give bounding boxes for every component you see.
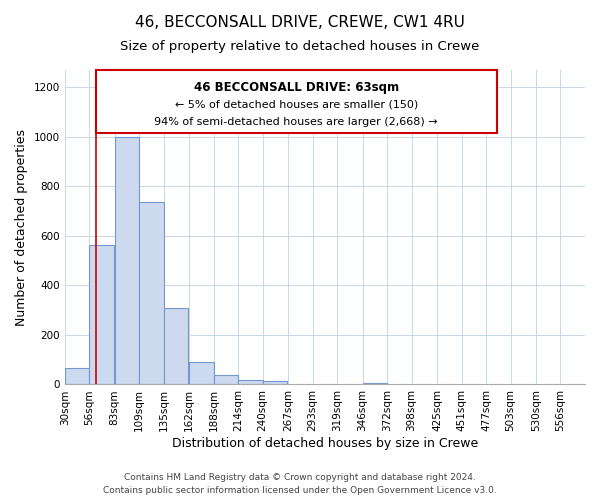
FancyBboxPatch shape <box>96 70 497 133</box>
X-axis label: Distribution of detached houses by size in Crewe: Distribution of detached houses by size … <box>172 437 478 450</box>
Bar <box>362 383 387 384</box>
Text: 94% of semi-detached houses are larger (2,668) →: 94% of semi-detached houses are larger (… <box>154 116 438 126</box>
Text: 46, BECCONSALL DRIVE, CREWE, CW1 4RU: 46, BECCONSALL DRIVE, CREWE, CW1 4RU <box>135 15 465 30</box>
Bar <box>214 374 238 384</box>
Bar <box>263 382 287 384</box>
Bar <box>65 368 89 384</box>
Text: Size of property relative to detached houses in Crewe: Size of property relative to detached ho… <box>121 40 479 53</box>
Bar <box>164 308 188 384</box>
Bar <box>115 137 139 384</box>
Bar <box>89 244 113 384</box>
Bar <box>238 380 263 384</box>
Text: ← 5% of detached houses are smaller (150): ← 5% of detached houses are smaller (150… <box>175 100 418 110</box>
Bar <box>189 362 214 384</box>
Text: 46 BECCONSALL DRIVE: 63sqm: 46 BECCONSALL DRIVE: 63sqm <box>194 81 399 94</box>
Bar <box>139 202 164 384</box>
Text: Contains HM Land Registry data © Crown copyright and database right 2024.
Contai: Contains HM Land Registry data © Crown c… <box>103 474 497 495</box>
Y-axis label: Number of detached properties: Number of detached properties <box>15 128 28 326</box>
